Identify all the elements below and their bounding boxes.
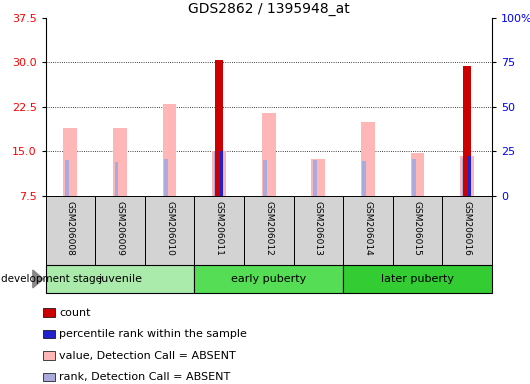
Bar [215,60,223,196]
Text: rank, Detection Call = ABSENT: rank, Detection Call = ABSENT [59,372,231,382]
Text: later puberty: later puberty [381,274,454,284]
Bar [164,159,168,196]
Bar [393,196,442,265]
Bar [95,196,145,265]
Bar [311,159,325,196]
Bar [195,196,244,265]
Text: GSM206010: GSM206010 [165,201,174,256]
Bar [65,160,69,196]
Text: count: count [59,308,91,318]
Text: GSM206011: GSM206011 [215,201,224,256]
Bar [43,308,55,317]
Bar [46,196,95,265]
Bar [343,265,492,293]
Bar [214,151,218,196]
Bar [363,161,366,196]
Bar [313,160,317,196]
Text: value, Detection Call = ABSENT: value, Detection Call = ABSENT [59,351,236,361]
Text: GSM206015: GSM206015 [413,201,422,256]
Text: GSM206013: GSM206013 [314,201,323,256]
Bar [462,158,465,196]
Bar [113,128,127,196]
Bar [163,104,176,196]
Text: percentile rank within the sample: percentile rank within the sample [59,329,248,339]
Bar [463,66,471,196]
Text: early puberty: early puberty [231,274,306,284]
Text: development stage: development stage [1,274,102,284]
Text: GSM206012: GSM206012 [264,201,273,255]
Bar [412,159,416,196]
Bar [195,265,343,293]
Bar [43,351,55,360]
Title: GDS2862 / 1395948_at: GDS2862 / 1395948_at [188,2,350,16]
Bar [212,151,226,196]
Bar [145,196,195,265]
Text: GSM206016: GSM206016 [463,201,472,256]
Bar [46,265,195,293]
Bar [468,156,471,196]
Bar [442,196,492,265]
Bar [114,162,119,196]
Bar [43,330,55,338]
Bar [361,122,375,196]
Polygon shape [33,270,43,288]
Bar [343,196,393,265]
Bar [262,113,276,196]
Text: GSM206008: GSM206008 [66,201,75,256]
Bar [460,156,474,196]
Bar [263,160,267,196]
Text: juvenile: juvenile [98,274,142,284]
Bar [43,372,55,381]
Bar [244,196,294,265]
Bar [294,196,343,265]
Bar [220,151,223,196]
Text: GSM206009: GSM206009 [116,201,125,256]
Bar [64,128,77,196]
Bar [411,152,425,196]
Text: GSM206014: GSM206014 [364,201,373,255]
